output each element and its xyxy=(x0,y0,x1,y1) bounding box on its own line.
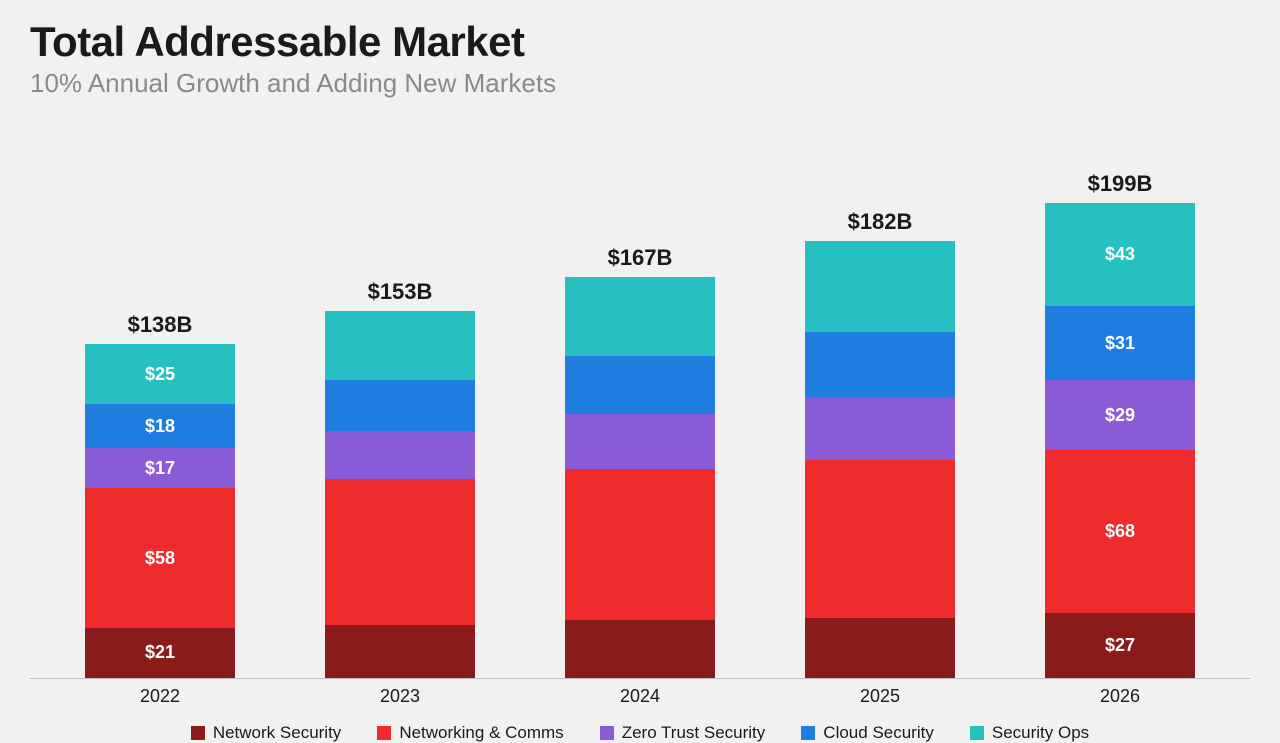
bar-group: $182B2025 xyxy=(790,209,970,678)
bar-segment-value: $31 xyxy=(1105,333,1135,354)
legend-swatch xyxy=(801,726,815,740)
legend-label: Networking & Comms xyxy=(399,723,563,743)
bar-stack xyxy=(565,277,715,678)
bar-segment-cloud-security xyxy=(565,356,715,414)
bar-segment-value: $43 xyxy=(1105,244,1135,265)
bar-group: $167B2024 xyxy=(550,245,730,678)
bar-stack: $21 $58 $17 $18 $25 xyxy=(85,344,235,678)
bar-segment-security-ops xyxy=(565,277,715,356)
bar-stack xyxy=(805,241,955,678)
legend-item-network-security: Network Security xyxy=(191,723,341,743)
x-axis-label: 2023 xyxy=(310,686,490,707)
bar-segment-networking-comms xyxy=(805,460,955,618)
bar-segment-networking-comms: $68 xyxy=(1045,450,1195,613)
bar-segment-value: $17 xyxy=(145,458,175,479)
bar-segment-value: $68 xyxy=(1105,521,1135,542)
bar-group: $153B2023 xyxy=(310,279,490,678)
legend-swatch xyxy=(600,726,614,740)
bar-segment-network-security xyxy=(325,625,475,678)
bar-segment-networking-comms xyxy=(565,469,715,620)
bar-segment-networking-comms: $58 xyxy=(85,488,235,627)
bar-segment-value: $29 xyxy=(1105,405,1135,426)
bar-segment-cloud-security xyxy=(805,332,955,397)
legend-item-networking-comms: Networking & Comms xyxy=(377,723,563,743)
bar-segment-security-ops xyxy=(325,311,475,381)
legend-label: Network Security xyxy=(213,723,341,743)
x-axis-label: 2022 xyxy=(70,686,250,707)
bar-segment-zero-trust-security xyxy=(325,431,475,479)
legend-swatch xyxy=(191,726,205,740)
legend-swatch xyxy=(377,726,391,740)
bar-segment-cloud-security xyxy=(325,380,475,430)
bar-total-label: $182B xyxy=(848,209,913,235)
x-axis-label: 2025 xyxy=(790,686,970,707)
bar-total-label: $153B xyxy=(368,279,433,305)
bar-group: $138B$21$58$17$18$252022 xyxy=(70,312,250,678)
bar-segment-network-security xyxy=(805,618,955,678)
x-axis-label: 2024 xyxy=(550,686,730,707)
bar-group: $199B$27$68$29$31$432026 xyxy=(1030,171,1210,678)
bar-segment-value: $18 xyxy=(145,416,175,437)
bar-total-label: $199B xyxy=(1088,171,1153,197)
bar-segment-security-ops: $25 xyxy=(85,344,235,404)
bar-total-label: $167B xyxy=(608,245,673,271)
bar-segment-value: $27 xyxy=(1105,635,1135,656)
legend-label: Zero Trust Security xyxy=(622,723,766,743)
legend-label: Cloud Security xyxy=(823,723,934,743)
bar-segment-security-ops xyxy=(805,241,955,332)
legend-item-zero-trust-security: Zero Trust Security xyxy=(600,723,766,743)
legend-label: Security Ops xyxy=(992,723,1089,743)
bar-segment-value: $21 xyxy=(145,642,175,663)
bar-segment-zero-trust-security xyxy=(565,414,715,469)
tam-stacked-bar-chart: $138B$21$58$17$18$252022$153B2023$167B20… xyxy=(30,139,1250,679)
bar-segment-cloud-security: $31 xyxy=(1045,306,1195,380)
bar-segment-value: $58 xyxy=(145,548,175,569)
bar-segment-value: $25 xyxy=(145,364,175,385)
bar-segment-network-security xyxy=(565,620,715,678)
bar-stack: $27 $68 $29 $31 $43 xyxy=(1045,203,1195,678)
bar-segment-network-security: $27 xyxy=(1045,613,1195,678)
bar-segment-security-ops: $43 xyxy=(1045,203,1195,306)
bar-segment-zero-trust-security: $29 xyxy=(1045,380,1195,450)
bar-segment-cloud-security: $18 xyxy=(85,404,235,447)
bar-segment-zero-trust-security: $17 xyxy=(85,448,235,489)
page-subtitle: 10% Annual Growth and Adding New Markets xyxy=(30,68,1250,99)
legend-item-cloud-security: Cloud Security xyxy=(801,723,934,743)
bar-stack xyxy=(325,311,475,678)
bar-segment-zero-trust-security xyxy=(805,397,955,459)
bar-segment-network-security: $21 xyxy=(85,628,235,678)
legend-swatch xyxy=(970,726,984,740)
bar-total-label: $138B xyxy=(128,312,193,338)
page-title: Total Addressable Market xyxy=(30,18,1250,66)
chart-legend: Network Security Networking & Comms Zero T… xyxy=(30,723,1250,743)
bar-segment-networking-comms xyxy=(325,479,475,625)
legend-item-security-ops: Security Ops xyxy=(970,723,1089,743)
x-axis-label: 2026 xyxy=(1030,686,1210,707)
